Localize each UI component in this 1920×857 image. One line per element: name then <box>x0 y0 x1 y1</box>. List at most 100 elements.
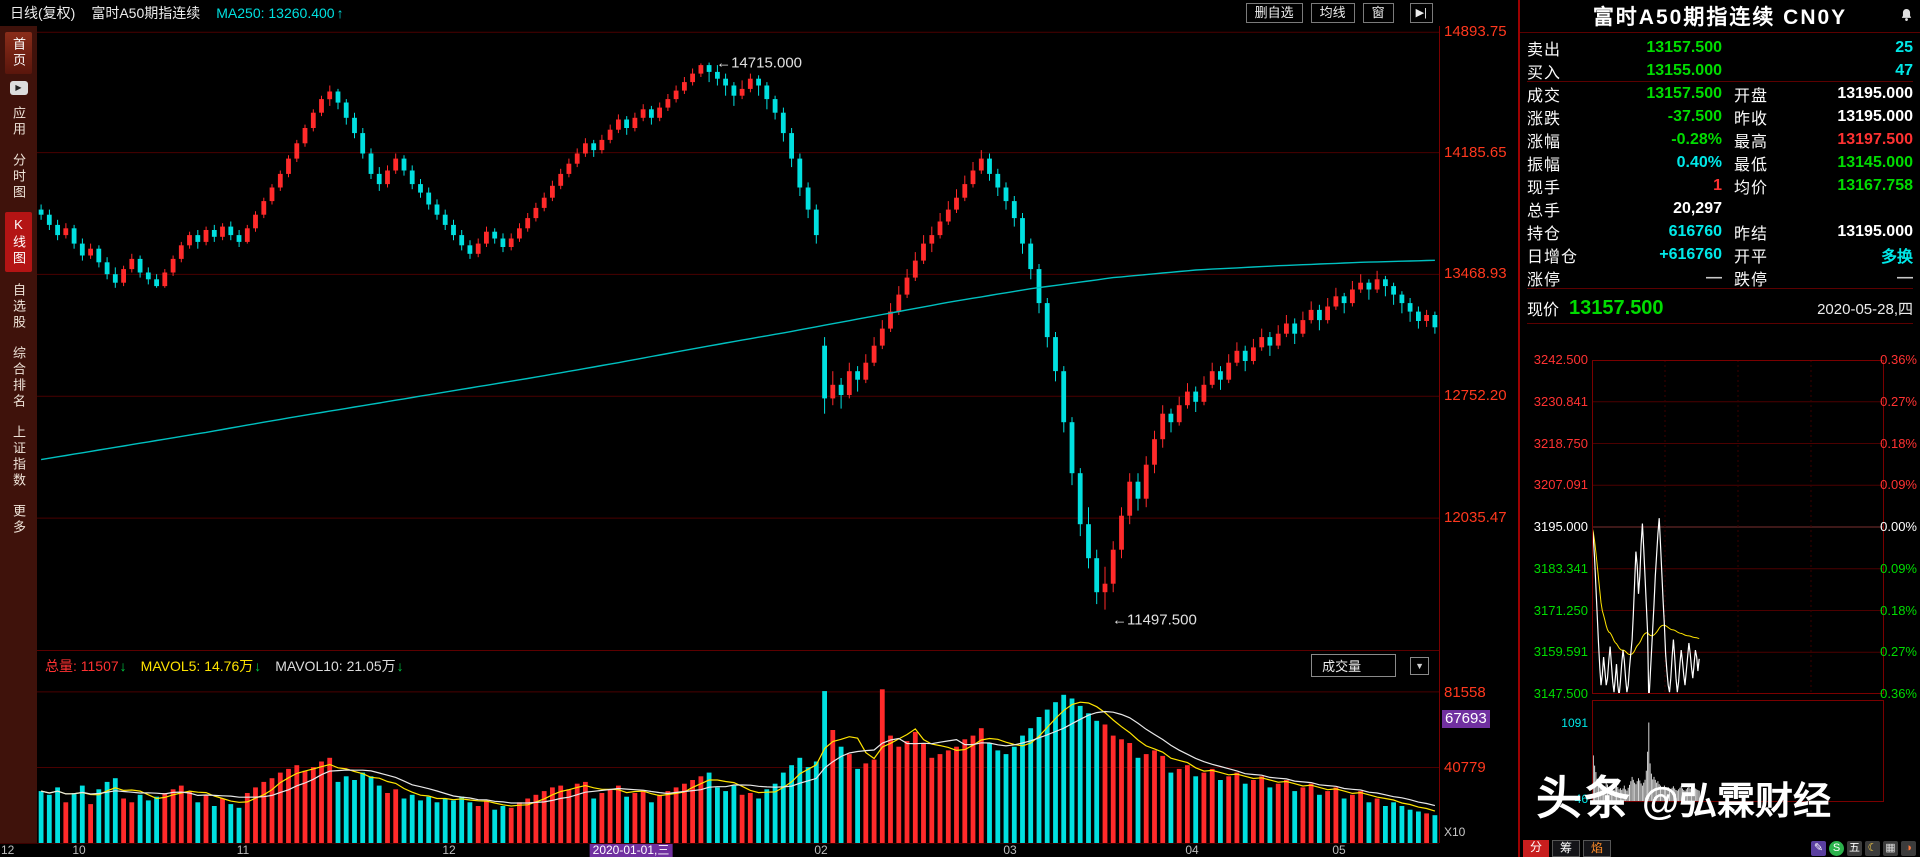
quote-value: 13195.000 <box>1837 85 1913 102</box>
xaxis-row: 12 10 11 12 2020-01-01,三 02 03 04 05 <box>0 843 1439 857</box>
panel-tab-2[interactable]: 筹 <box>1552 840 1581 857</box>
volume-axis-label-3: 40779 <box>1444 759 1486 776</box>
quote-value: 0.40% <box>1676 154 1722 171</box>
intraday-percent-label-5: 0.00% <box>1880 519 1917 534</box>
sidebar-item-2[interactable]: 应用 <box>11 106 26 138</box>
intraday-volume-chart[interactable] <box>1592 700 1884 802</box>
taskbar-icon-6[interactable]: ◑ <box>1901 841 1916 856</box>
quote-row-8: 总手 20,297 <box>1527 197 1913 220</box>
taskbar-icons: ✎ S 五 ☾ ▦ ◑ <box>1811 841 1916 856</box>
quote-value: 25 <box>1895 39 1913 56</box>
quote-value: 47 <box>1895 62 1913 79</box>
intraday-volume-label-2: 46 <box>1574 791 1588 806</box>
volume-total-value: 总量: 11507 <box>45 657 119 674</box>
volume-chart[interactable] <box>37 680 1439 843</box>
quote-row-2: 买入 13155.000 47 <box>1527 59 1913 82</box>
main-chart-svg[interactable]: ←14715.000 ←11497.500 <box>37 26 1439 650</box>
topbar-button-3[interactable]: 窗 <box>1362 3 1394 23</box>
quote-row-3: 成交 13157.500 开盘 13195.000 <box>1527 82 1913 105</box>
quote-label: 跌停 <box>1734 272 1769 289</box>
quote-row-9: 持仓 616760 昨结 13195.000 <box>1527 220 1913 243</box>
sidebar-item-5[interactable]: 自选股 <box>11 283 26 331</box>
quote-label: 买入 <box>1527 65 1562 82</box>
quote-label: 均价 <box>1734 180 1769 197</box>
watermark: 头条 @弘霖财经 <box>1536 762 1831 828</box>
quote-label: 现手 <box>1527 180 1562 197</box>
volume-svg[interactable] <box>37 680 1439 843</box>
intraday-percent-label-3: 0.18% <box>1880 435 1917 451</box>
intraday-price-label-1: 3242.500 <box>1533 352 1588 367</box>
quote-row-5: 涨幅 -0.28% 最高 13197.500 <box>1527 128 1913 151</box>
intraday-svg[interactable] <box>1592 360 1884 694</box>
intraday-percent-label-8: 0.27% <box>1880 644 1917 660</box>
panel-title-bar: 富时A50期指连续 CN0Y <box>1520 0 1920 33</box>
intraday-price-label-2: 3230.841 <box>1533 393 1588 409</box>
down-arrow-icon: ↓ <box>119 657 127 674</box>
taskbar-icon-1[interactable]: ✎ <box>1811 841 1826 856</box>
intraday-chart[interactable] <box>1592 360 1884 694</box>
mavol10-value: MAVOL10: 21.05万 <box>275 657 396 674</box>
panel-bottom-bar: 分筹焰 ✎ S 五 ☾ ▦ ◑ <box>1520 840 1920 857</box>
watermark-handle: @弘霖财经 <box>1642 781 1832 823</box>
sidebar-item-7[interactable]: 上证指数 <box>11 425 26 489</box>
xaxis-label-4: 12 <box>442 843 456 857</box>
taskbar-icon-3[interactable]: 五 <box>1847 841 1862 856</box>
mavol5-readout: MAVOL5: 14.76万↓ <box>141 656 262 676</box>
candlestick-chart[interactable]: ←14715.000 ←11497.500 <box>37 26 1439 650</box>
taskbar-icon-4[interactable]: ☾ <box>1865 841 1880 856</box>
price-axis-label-1: 14893.75 <box>1444 23 1507 40</box>
xaxis-label-9: 05 <box>1332 843 1346 857</box>
intraday-percent-label-2: 0.27% <box>1880 393 1917 409</box>
quote-row-7: 现手 1 均价 13167.758 <box>1527 174 1913 197</box>
volume-scale-label: X10 <box>1444 825 1466 839</box>
panel-tab-3[interactable]: 焰 <box>1583 840 1612 857</box>
intraday-price-label-8: 3159.591 <box>1533 644 1588 660</box>
quote-value: +616760 <box>1659 246 1722 263</box>
app-launcher-icon[interactable]: ▶ <box>9 81 28 95</box>
intraday-percent-label-1: 0.36% <box>1880 352 1917 367</box>
xaxis-label-3: 11 <box>236 843 250 857</box>
quote-row-6: 振幅 0.40% 最低 13145.000 <box>1527 151 1913 174</box>
collapse-panel-button[interactable]: ▶| <box>1409 3 1433 23</box>
quote-label: 昨收 <box>1734 111 1769 128</box>
intraday-price-label-4: 3207.091 <box>1533 477 1588 493</box>
topbar-button-1[interactable]: 删自选 <box>1245 3 1303 23</box>
taskbar-icon-5[interactable]: ▦ <box>1883 841 1898 856</box>
topbar-button-2[interactable]: 均线 <box>1310 3 1355 23</box>
quote-value: 13157.500 <box>1646 39 1722 56</box>
volume-indicator-selector[interactable]: 成交量 <box>1311 654 1397 677</box>
price-axis-label-4: 12752.20 <box>1444 387 1507 404</box>
xaxis-label-7: 03 <box>1003 843 1017 857</box>
svg-text:←14715.000: ←14715.000 <box>716 55 802 72</box>
sidebar-item-4[interactable]: K线图 <box>5 212 32 272</box>
quote-label: 昨结 <box>1734 226 1769 243</box>
quote-label: 卖出 <box>1527 42 1562 59</box>
quote-value: 20,297 <box>1673 200 1722 217</box>
xaxis-label-1: 12 <box>1 843 15 857</box>
last-price-label: 现价 <box>1527 302 1560 319</box>
sidebar-item-6[interactable]: 综合排名 <box>11 346 26 410</box>
topbar-buttons: 删自选 均线窗 <box>1245 3 1394 23</box>
quote-row-4: 涨跌 -37.500 昨收 13195.000 <box>1527 105 1913 128</box>
quote-row-10: 日增仓 +616760 开平 多换 <box>1527 243 1913 266</box>
intraday-volume-svg[interactable] <box>1592 700 1884 802</box>
alert-bell-icon[interactable] <box>1899 8 1914 23</box>
sidebar-item-1[interactable]: 首页 <box>5 32 32 74</box>
quote-value: 616760 <box>1668 223 1722 240</box>
period-selector[interactable]: 日线(复权) <box>10 5 76 21</box>
panel-tab-1[interactable]: 分 <box>1523 840 1550 857</box>
quote-row-1: 卖出 13157.500 25 <box>1527 36 1913 59</box>
quote-value: -37.500 <box>1667 108 1722 125</box>
intraday-volume-label-1: 1091 <box>1561 715 1588 730</box>
intraday-price-label-3: 3218.750 <box>1533 435 1588 451</box>
svg-text:←11497.500: ←11497.500 <box>1112 612 1197 629</box>
taskbar-icon-2[interactable]: S <box>1829 841 1844 856</box>
volume-header: 总量: 11507↓ MAVOL5: 14.76万↓ MAVOL10: 21.0… <box>37 650 1439 680</box>
sidebar-item-8[interactable]: 更多 <box>11 504 26 536</box>
sidebar-item-3[interactable]: 分时图 <box>11 153 26 201</box>
quote-label: 开盘 <box>1734 88 1769 105</box>
selector-dropdown-icon[interactable]: ▼ <box>1410 656 1429 675</box>
mavol5-value: MAVOL5: 14.76万 <box>140 657 254 674</box>
xaxis-label-2: 10 <box>72 843 86 857</box>
ma250-value: MA250: 13260.400 <box>216 5 335 21</box>
